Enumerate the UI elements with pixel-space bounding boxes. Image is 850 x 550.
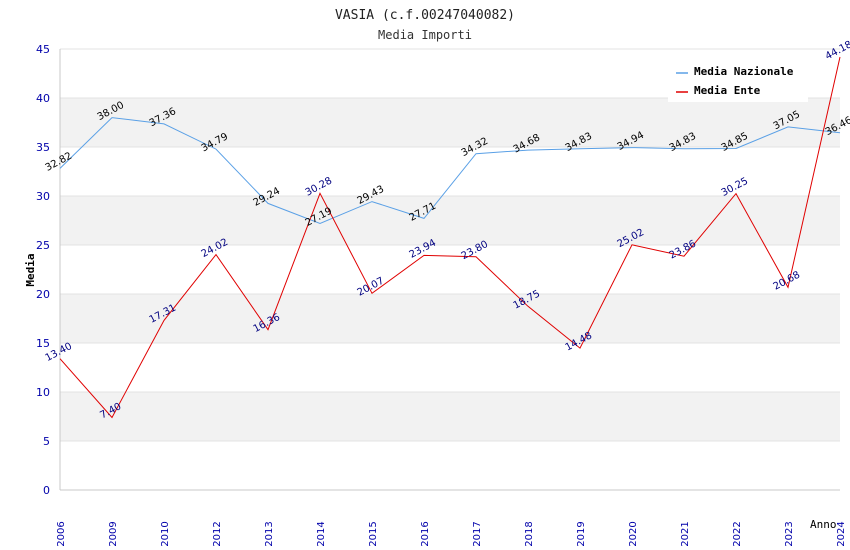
y-tick-label: 45 — [36, 43, 50, 56]
grid-band — [60, 294, 840, 343]
x-axis-label: Anno — [810, 518, 837, 531]
x-tick-label: 2017 — [472, 521, 483, 546]
chart-title: VASIA (c.f.00247040082) — [335, 8, 515, 23]
y-tick-label: 20 — [36, 288, 50, 301]
x-tick-label: 2010 — [160, 521, 171, 546]
y-tick-label: 0 — [43, 484, 50, 497]
y-tick-label: 35 — [36, 141, 50, 154]
x-tick-label: 2024 — [836, 521, 847, 546]
grid-band — [60, 441, 840, 490]
grid-band — [60, 196, 840, 245]
grid-band — [60, 392, 840, 441]
x-tick-label: 2019 — [576, 521, 587, 546]
series-line-media-nazionale — [59, 117, 841, 225]
x-tick-label: 2023 — [784, 521, 795, 546]
x-tick-label: 2021 — [680, 521, 691, 546]
x-tick-label: 2009 — [108, 521, 119, 546]
y-tick-label: 25 — [36, 239, 50, 252]
series-line-media-ente — [59, 56, 841, 419]
x-tick-label: 2016 — [420, 521, 431, 546]
legend-background — [668, 60, 808, 102]
series-lines — [59, 56, 841, 419]
x-tick-label: 2006 — [56, 521, 67, 546]
grid-band — [60, 245, 840, 294]
legend-label-nazionale: Media Nazionale — [694, 65, 794, 78]
x-tick-label: 2013 — [264, 521, 275, 546]
grid-band — [60, 343, 840, 392]
grid-band — [60, 98, 840, 147]
x-tick-label: 2018 — [524, 521, 535, 546]
y-tick-label: 30 — [36, 190, 50, 203]
legend-label-ente: Media Ente — [694, 84, 761, 97]
chart-subtitle: Media Importi — [378, 28, 472, 42]
y-tick-label: 40 — [36, 92, 50, 105]
y-ticks: 0 5 10 15 20 25 30 35 40 45 — [36, 43, 50, 497]
y-tick-label: 10 — [36, 386, 50, 399]
x-tick-label: 2012 — [212, 521, 223, 546]
axes — [59, 49, 840, 491]
y-tick-label: 15 — [36, 337, 50, 350]
y-axis-label: Media — [24, 253, 37, 286]
x-ticks: 2006 2009 2010 2012 2013 2014 2015 2016 2017 2018… — [56, 521, 847, 546]
grid-band — [60, 147, 840, 196]
x-tick-label: 2015 — [368, 521, 379, 546]
x-tick-label: 2020 — [628, 521, 639, 546]
y-tick-label: 5 — [43, 435, 50, 448]
grid-bands — [60, 48, 840, 491]
x-tick-label: 2022 — [732, 521, 743, 546]
x-tick-label: 2014 — [316, 521, 327, 546]
legend: Media Nazionale Media Ente — [668, 60, 808, 102]
